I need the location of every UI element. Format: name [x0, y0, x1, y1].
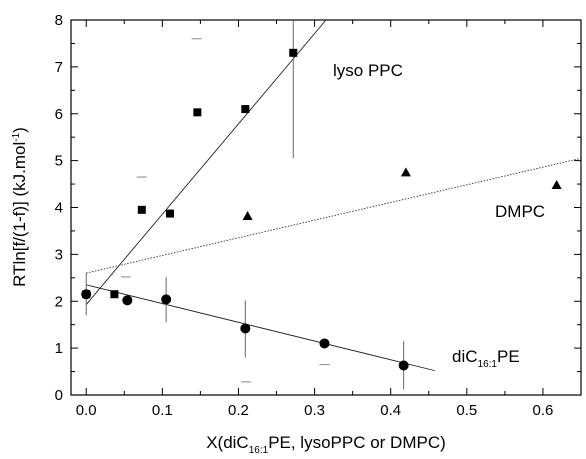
x-tick-label: 0.6	[533, 402, 554, 419]
fit-line-dotted	[86, 157, 582, 274]
data-point-triangle	[242, 210, 253, 220]
y-tick-label: 4	[55, 200, 63, 217]
data-point-square	[241, 105, 250, 114]
series-label-dic161pe-sub: 16:1	[478, 359, 498, 370]
x-tick-label: 0.0	[76, 402, 97, 419]
y-tick-label: 6	[55, 106, 63, 123]
data-point-circle	[81, 289, 92, 300]
series-label-dmpc: DMPC	[495, 202, 545, 221]
tick-labels: 0.0 0.1 0.2 0.3 0.4 0.5 0.6 0 1 2 3 4 5 6 7 8	[55, 12, 554, 419]
y-axis-title-main: RTln[f/(1-f)] (kJ.mol	[10, 142, 29, 287]
data-point-square	[193, 108, 202, 117]
y-tick-label: 1	[55, 340, 63, 357]
y-axis-title-close: )	[10, 127, 29, 133]
x-axis-title-rest: PE, lysoPPC or DMPC)	[268, 433, 446, 452]
x-tick-label: 0.1	[152, 402, 173, 419]
y-tick-label: 8	[55, 12, 63, 29]
data-point-square	[165, 209, 174, 218]
y-axis-title-sup: -1	[11, 132, 22, 141]
data-point-circle	[319, 338, 330, 349]
y-tick-label: 0	[55, 387, 63, 404]
x-tick-label: 0.3	[304, 402, 325, 419]
y-axis-title: RTln[f/(1-f)] (kJ.mol-1)	[10, 127, 29, 287]
axis-ticks	[71, 19, 581, 396]
y-tick-label: 7	[55, 59, 63, 76]
fit-line	[86, 284, 435, 372]
series-label-lyso-ppc: lyso PPC	[333, 61, 403, 80]
y-tick-label: 3	[55, 246, 63, 263]
data-point-triangle	[551, 180, 562, 189]
x-tick-label: 0.2	[228, 402, 249, 419]
data-point-triangle	[400, 167, 411, 177]
y-tick-label: 5	[55, 153, 63, 170]
series-label-dic161pe-rest: PE	[497, 347, 520, 366]
x-axis-title-sub: 16:1	[249, 445, 269, 456]
data-markers	[81, 48, 562, 371]
x-axis-title: X(diC16:1PE, lysoPPC or DMPC)	[206, 433, 446, 456]
y-tick-label: 2	[55, 293, 63, 310]
data-point-square	[137, 205, 146, 214]
fit-lines	[85, 19, 582, 372]
x-tick-label: 0.5	[456, 402, 477, 419]
series-label-dic161pe-main: diC	[452, 347, 478, 366]
fit-line	[85, 19, 327, 305]
data-point-circle	[398, 360, 409, 371]
x-axis-title-main: X(diC	[206, 433, 249, 452]
data-point-square	[110, 290, 119, 299]
x-tick-label: 0.4	[380, 402, 401, 419]
data-point-circle	[240, 323, 251, 334]
data-point-circle	[161, 294, 172, 305]
data-point-circle	[122, 295, 133, 306]
series-label-dic161pe: diC16:1PE	[452, 347, 520, 370]
data-point-square	[289, 48, 298, 57]
